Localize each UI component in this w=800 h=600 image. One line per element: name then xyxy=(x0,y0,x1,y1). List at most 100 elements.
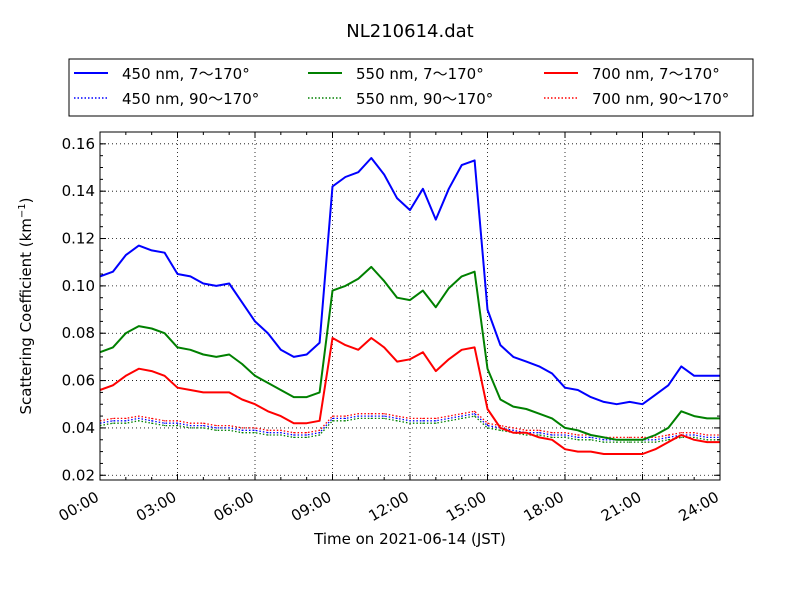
data-point xyxy=(603,439,605,441)
data-point xyxy=(538,429,540,431)
data-point xyxy=(680,410,682,412)
legend-label: 700 nm, 90～170° xyxy=(592,90,729,108)
data-point xyxy=(486,308,489,311)
data-point xyxy=(680,432,682,434)
data-point xyxy=(409,417,411,420)
data-point xyxy=(112,384,114,386)
data-point xyxy=(409,209,411,211)
data-point xyxy=(318,429,321,431)
data-point xyxy=(293,396,295,398)
data-point xyxy=(396,197,398,199)
data-point xyxy=(344,417,347,420)
x-tick-label: 09:00 xyxy=(288,488,334,525)
data-point xyxy=(344,176,347,178)
data-point xyxy=(628,453,631,455)
data-point xyxy=(163,252,166,254)
data-point xyxy=(383,174,385,176)
data-point xyxy=(448,420,450,422)
data-point xyxy=(435,417,437,420)
data-point xyxy=(641,439,644,441)
data-point xyxy=(551,439,553,441)
data-point xyxy=(151,422,153,424)
data-point xyxy=(280,429,282,431)
data-point xyxy=(357,349,359,351)
data-point xyxy=(306,396,308,398)
x-tick-label: 24:00 xyxy=(676,488,722,525)
data-point xyxy=(267,432,269,434)
data-point xyxy=(590,396,592,398)
data-point xyxy=(551,436,553,438)
data-point xyxy=(138,245,140,247)
data-point xyxy=(151,370,153,372)
data-point xyxy=(564,432,566,434)
data-point xyxy=(396,297,398,299)
data-point xyxy=(344,344,347,346)
data-point xyxy=(163,375,166,377)
data-point xyxy=(370,417,372,420)
data-point xyxy=(163,332,166,334)
data-point xyxy=(616,453,618,455)
data-point xyxy=(473,159,476,162)
data-point xyxy=(525,429,527,431)
x-axis-label: Time on 2021-06-14 (JST) xyxy=(313,530,506,548)
data-point xyxy=(280,434,282,436)
data-point xyxy=(176,424,179,427)
data-point xyxy=(564,427,566,429)
data-point xyxy=(641,453,644,455)
data-point xyxy=(202,391,204,394)
data-point xyxy=(202,427,204,429)
data-point xyxy=(564,434,566,436)
y-axis-label-main: Scattering Coefficient (km xyxy=(17,218,35,414)
data-point xyxy=(551,434,553,436)
data-point xyxy=(267,332,269,334)
data-point xyxy=(396,417,398,420)
data-point xyxy=(176,346,179,349)
data-point xyxy=(693,436,695,438)
data-point xyxy=(228,391,230,394)
data-point xyxy=(448,415,450,417)
data-point xyxy=(435,306,437,308)
data-point xyxy=(254,432,256,434)
y-tick-label: 0.12 xyxy=(62,230,95,248)
data-point xyxy=(138,325,140,327)
data-point xyxy=(112,417,114,420)
x-tick-label: 03:00 xyxy=(133,488,179,525)
data-point xyxy=(693,432,695,434)
x-tick-label: 15:00 xyxy=(443,488,489,525)
data-point xyxy=(215,427,217,429)
data-point xyxy=(486,422,489,424)
data-point xyxy=(486,424,489,427)
data-point xyxy=(603,453,605,455)
data-point xyxy=(435,420,437,422)
data-point xyxy=(125,417,127,420)
data-point xyxy=(241,301,243,304)
data-point xyxy=(512,429,514,431)
data-point xyxy=(254,427,256,429)
data-point xyxy=(422,188,424,190)
data-point xyxy=(551,432,553,434)
data-point xyxy=(499,398,502,401)
y-tick-label: 0.06 xyxy=(62,372,95,390)
data-point xyxy=(267,382,269,384)
data-point xyxy=(616,403,618,405)
data-point xyxy=(512,432,514,434)
data-point xyxy=(512,406,514,408)
data-point xyxy=(461,415,463,417)
data-point xyxy=(396,420,398,422)
data-point xyxy=(306,434,308,436)
data-point xyxy=(603,436,605,438)
data-point xyxy=(435,370,437,372)
data-point xyxy=(486,427,489,429)
legend-label: 550 nm, 90～170° xyxy=(356,90,493,108)
data-point xyxy=(241,427,243,429)
data-point xyxy=(344,420,347,422)
data-point xyxy=(486,408,489,410)
legend-label: 450 nm, 7～170° xyxy=(122,65,250,83)
data-point xyxy=(306,432,308,434)
data-point xyxy=(176,422,179,424)
data-point xyxy=(473,410,476,412)
data-point xyxy=(422,420,424,422)
data-point xyxy=(254,403,256,405)
data-point xyxy=(228,427,230,429)
data-point xyxy=(331,185,334,188)
